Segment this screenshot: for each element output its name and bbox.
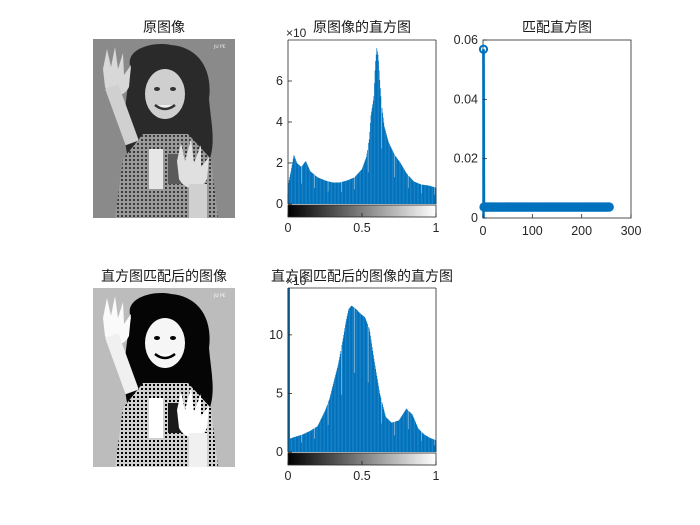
x-tick-label: 0 (285, 469, 292, 483)
x-tick-label: 100 (522, 224, 543, 238)
x-tick-label: 0.5 (353, 221, 370, 235)
title-original-image: 原图像 (143, 20, 185, 36)
y-tick-label: 0.04 (454, 92, 478, 106)
x-tick-label: 1 (433, 469, 440, 483)
title-match-hist: 匹配直方图 (522, 20, 592, 36)
x-tick-label: 0 (285, 221, 292, 235)
y-tick-label: 5 (276, 386, 283, 400)
y-tick-label: 0.06 (454, 33, 478, 47)
histogram-bars-3 (287, 288, 437, 452)
title-matched-hist: 直方图匹配后的图像的直方图 (271, 269, 453, 285)
y-exponent-label: ×10 (286, 26, 307, 40)
y-tick-label: 10 (269, 328, 283, 342)
match-markers (478, 44, 614, 212)
title-original-hist: 原图像的直方图 (313, 20, 411, 36)
y-tick-label: 4 (276, 115, 283, 129)
watermark-matched: JU PE (213, 293, 226, 299)
y-tick-label: 0 (276, 197, 283, 211)
y-exponent-label: ×10 (286, 274, 307, 288)
y-tick-label: 2 (276, 156, 283, 170)
x-tick-label: 0.5 (353, 469, 370, 483)
y-tick-label: 6 (276, 74, 283, 88)
x-tick-label: 0 (480, 224, 487, 238)
histogram-bars-1 (287, 48, 437, 204)
match-axes-box (482, 39, 632, 219)
x-tick-label: 200 (571, 224, 592, 238)
x-tick-label: 300 (621, 224, 642, 238)
match-marker (604, 202, 614, 212)
y-tick-label: 0.02 (454, 152, 478, 166)
y-tick-label: 0 (276, 445, 283, 459)
watermark-original: JU PE (213, 44, 226, 50)
y-tick-label: 0 (471, 211, 478, 225)
original-image: JU PE (93, 39, 235, 218)
title-matched-image: 直方图匹配后的图像 (101, 269, 227, 285)
match-marker (478, 44, 489, 54)
x-tick-label: 1 (433, 221, 440, 235)
matched-image: JU PE (93, 288, 235, 467)
